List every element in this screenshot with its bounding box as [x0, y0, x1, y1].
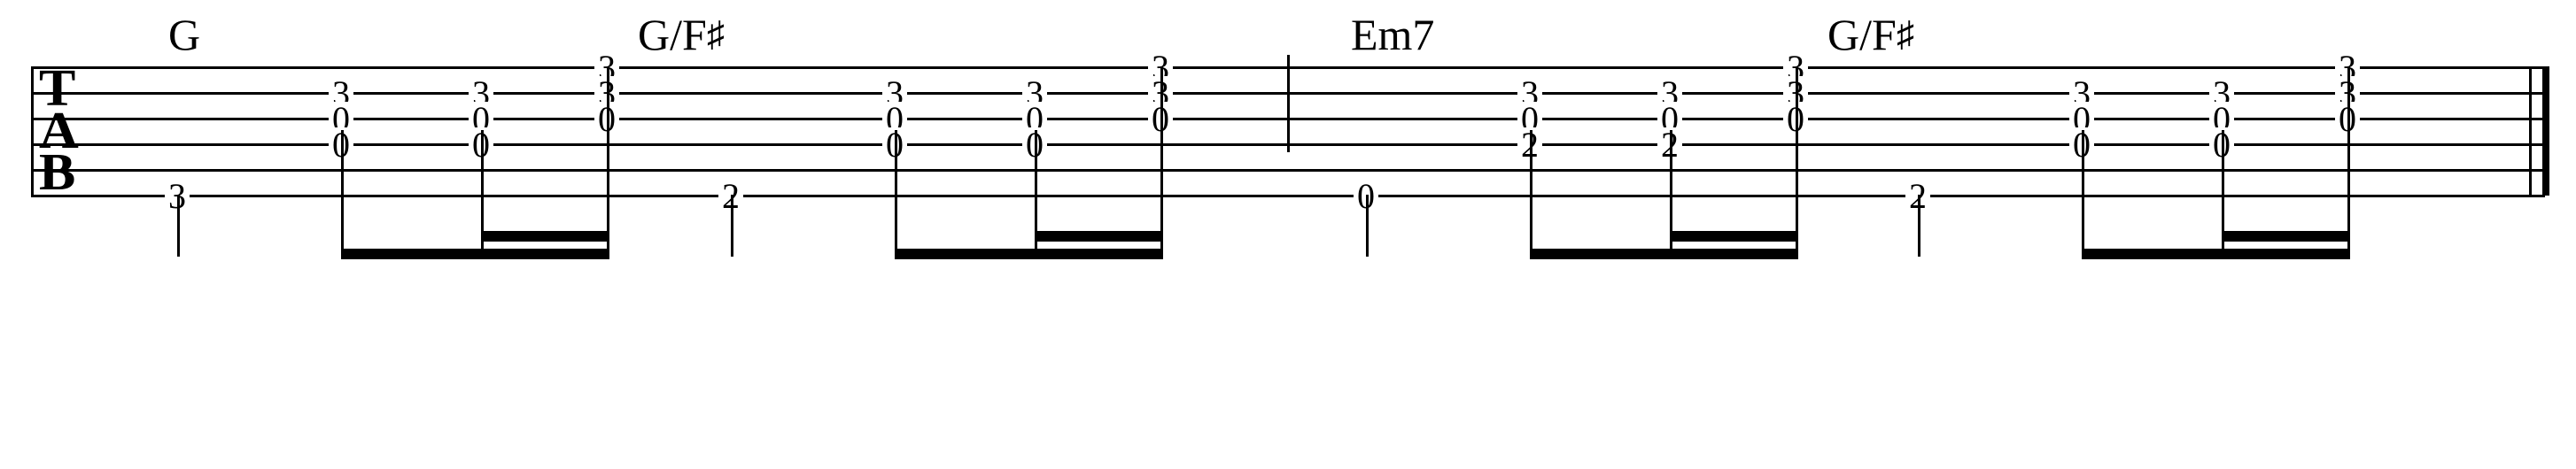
barline-final	[2542, 66, 2549, 196]
stem-beamed	[341, 130, 344, 259]
stem-quarter	[1918, 195, 1920, 257]
beam-secondary	[1035, 231, 1163, 242]
chord-label: G/F♯	[1827, 9, 1914, 60]
staff-line-6	[31, 195, 2545, 197]
chord-label: Em7	[1351, 9, 1434, 60]
chord-label: G	[168, 9, 200, 60]
beam-secondary	[1670, 231, 1798, 242]
beam-secondary	[481, 231, 609, 242]
beam-primary	[2082, 249, 2350, 259]
stem-beamed	[895, 130, 897, 259]
stem-quarter	[177, 195, 180, 257]
barline-half	[1287, 55, 1290, 152]
chord-label: G/F♯	[638, 9, 725, 60]
stem-quarter	[1366, 195, 1369, 257]
stem-beamed	[1530, 130, 1532, 259]
stem-quarter	[731, 195, 733, 257]
staff-line-5	[31, 169, 2545, 172]
stem-beamed	[2082, 130, 2084, 259]
beam-primary	[1530, 249, 1798, 259]
beam-primary	[895, 249, 1163, 259]
beam-secondary	[2222, 231, 2350, 242]
beam-primary	[341, 249, 609, 259]
tab-clef-b: B	[39, 147, 75, 199]
tab-notation: T A B GG/F♯Em7G/F♯3202300300330300300330…	[0, 0, 2576, 469]
barline	[2529, 66, 2532, 196]
barline	[31, 66, 34, 196]
